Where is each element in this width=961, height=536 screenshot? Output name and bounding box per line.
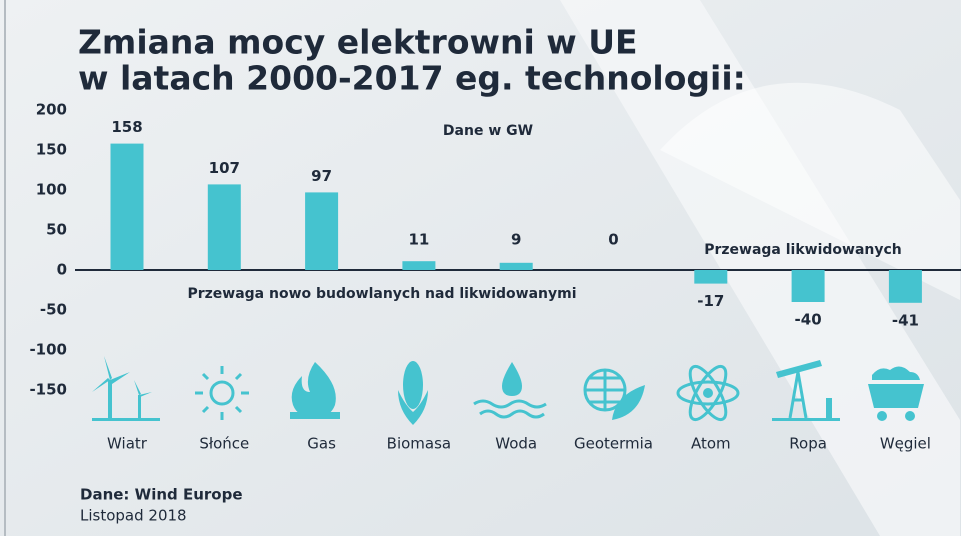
value-label: 158 — [111, 118, 142, 136]
value-label: -40 — [795, 311, 822, 329]
y-tick-label: 0 — [57, 261, 67, 279]
bar — [889, 270, 922, 303]
value-label: 107 — [209, 159, 240, 177]
chart-title: Zmiana mocy elektrowni w UE — [78, 23, 638, 62]
x-tick-label: Wiatr — [107, 435, 148, 453]
y-tick-label: -50 — [40, 301, 67, 319]
chart-subtitle: w latach 2000-2017 eg. technologii: — [78, 59, 746, 98]
y-tick-label: -100 — [29, 341, 67, 359]
bar — [500, 263, 533, 270]
source: Dane: Wind Europe — [80, 486, 243, 504]
x-tick-label: Geotermia — [574, 435, 653, 453]
x-tick-label: Woda — [495, 435, 537, 453]
x-tick-label: Gas — [307, 435, 336, 453]
bar — [402, 261, 435, 270]
y-tick-label: 200 — [36, 101, 67, 119]
bar — [694, 270, 727, 284]
chart: Zmiana mocy elektrowni w UE w latach 200… — [0, 0, 961, 536]
y-tick-label: -150 — [29, 381, 67, 399]
y-tick-label: 50 — [46, 221, 67, 239]
x-tick-label: Słońce — [199, 435, 249, 453]
date: Listopad 2018 — [80, 507, 187, 525]
value-label: 97 — [311, 167, 332, 185]
x-tick-label: Ropa — [789, 435, 827, 453]
bar — [111, 144, 144, 270]
bar — [305, 192, 338, 270]
bar — [792, 270, 825, 302]
value-label: 9 — [511, 231, 521, 249]
annotation: Przewaga nowo budowlanych nad likwidowan… — [187, 286, 576, 302]
y-tick-label: 150 — [36, 141, 67, 159]
x-tick-label: Atom — [691, 435, 731, 453]
y-tick-label: 100 — [36, 181, 67, 199]
value-label: 0 — [608, 231, 618, 249]
value-label: -17 — [697, 292, 724, 310]
value-label: 11 — [408, 231, 429, 249]
bar — [208, 184, 241, 270]
annotation: Dane w GW — [443, 123, 533, 139]
x-tick-label: Węgiel — [880, 435, 931, 453]
x-tick-label: Biomasa — [387, 435, 451, 453]
value-label: -41 — [892, 311, 919, 329]
annotation: Przewaga likwidowanych — [704, 242, 902, 258]
